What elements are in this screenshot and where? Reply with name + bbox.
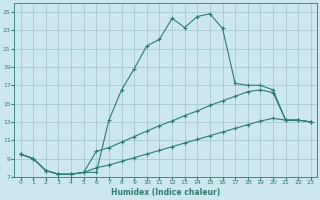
- X-axis label: Humidex (Indice chaleur): Humidex (Indice chaleur): [111, 188, 220, 197]
